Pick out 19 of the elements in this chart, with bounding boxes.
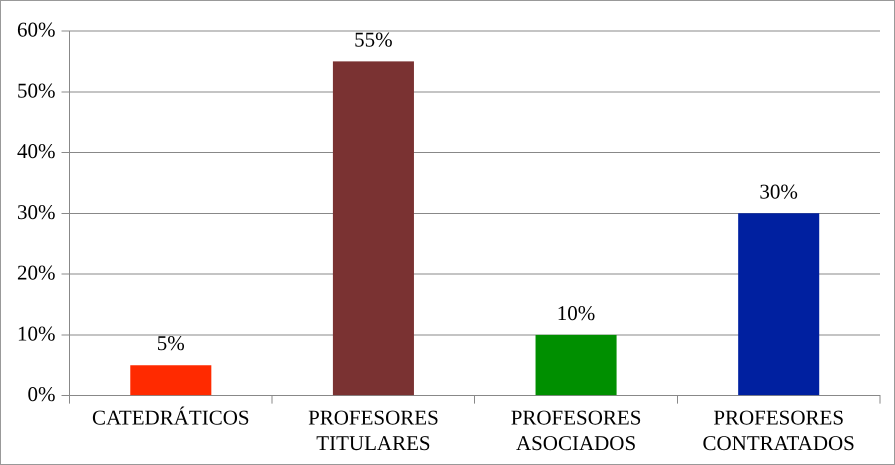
y-tick-label: 40%: [16, 139, 56, 164]
y-tick-label: 10%: [16, 321, 56, 346]
bar: [738, 213, 820, 396]
x-tick-label: CATEDRÁTICOS: [92, 406, 250, 430]
x-tick-label: PROFESORES ASOCIADOS: [510, 406, 642, 455]
x-tick-label: PROFESORES CONTRATADOS: [702, 406, 855, 455]
data-label: 55%: [354, 27, 393, 52]
bar: [130, 365, 212, 396]
y-tick-label: 0%: [27, 382, 56, 406]
data-label: 30%: [759, 179, 798, 204]
data-label: 10%: [556, 300, 596, 325]
y-tick-label: 50%: [16, 78, 56, 102]
y-tick-label: 30%: [16, 200, 56, 224]
bar: [332, 61, 414, 396]
bar: [536, 334, 617, 396]
x-tick-label: PROFESORES TITULARES: [308, 406, 439, 455]
y-tick-label: 20%: [16, 260, 56, 285]
y-tick-label: 60%: [16, 18, 56, 42]
data-label: 5%: [156, 331, 185, 356]
